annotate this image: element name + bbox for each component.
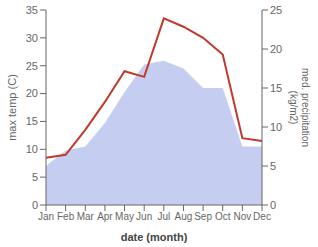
svg-text:max temp (C): max temp (C) xyxy=(8,74,18,141)
svg-text:10: 10 xyxy=(26,143,38,155)
svg-text:Dec: Dec xyxy=(253,211,271,222)
svg-text:Sep: Sep xyxy=(194,211,212,222)
svg-text:30: 30 xyxy=(26,32,38,44)
svg-text:5: 5 xyxy=(32,171,38,183)
svg-text:20: 20 xyxy=(270,43,282,55)
svg-text:May: May xyxy=(115,211,134,222)
svg-text:25: 25 xyxy=(26,60,38,72)
svg-text:Nov: Nov xyxy=(233,211,251,222)
svg-text:25: 25 xyxy=(270,4,282,16)
svg-text:5: 5 xyxy=(270,160,276,172)
svg-text:Jan: Jan xyxy=(38,211,54,222)
svg-text:35: 35 xyxy=(26,4,38,16)
svg-text:0: 0 xyxy=(32,199,38,211)
svg-text:date (month): date (month) xyxy=(121,231,188,243)
svg-text:Feb: Feb xyxy=(57,211,75,222)
svg-text:15: 15 xyxy=(26,115,38,127)
svg-text:med. precipitation(kg/m2): med. precipitation(kg/m2) xyxy=(289,68,311,147)
svg-text:10: 10 xyxy=(270,121,282,133)
svg-text:Jul: Jul xyxy=(157,211,170,222)
svg-text:20: 20 xyxy=(26,87,38,99)
svg-text:0: 0 xyxy=(270,199,276,211)
svg-text:Apr: Apr xyxy=(97,211,113,222)
svg-text:Oct: Oct xyxy=(215,211,231,222)
svg-text:Aug: Aug xyxy=(175,211,193,222)
svg-text:15: 15 xyxy=(270,82,282,94)
svg-text:Mar: Mar xyxy=(77,211,95,222)
svg-text:Jun: Jun xyxy=(136,211,152,222)
